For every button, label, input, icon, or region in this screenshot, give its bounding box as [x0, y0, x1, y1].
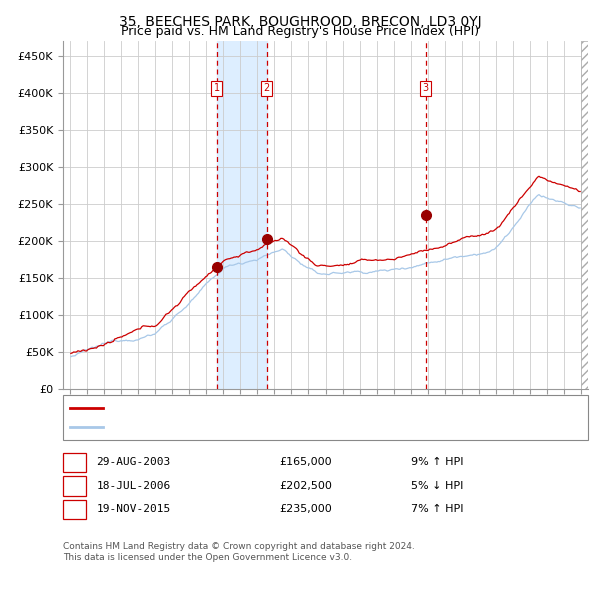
- Bar: [581, 41, 598, 389]
- Text: 5% ↓ HPI: 5% ↓ HPI: [411, 481, 463, 491]
- Text: 9% ↑ HPI: 9% ↑ HPI: [411, 457, 463, 467]
- Text: 3: 3: [422, 83, 428, 93]
- Text: £202,500: £202,500: [279, 481, 332, 491]
- Text: 1: 1: [214, 83, 220, 93]
- Text: 2: 2: [263, 83, 270, 93]
- Text: 7% ↑ HPI: 7% ↑ HPI: [411, 504, 463, 514]
- Bar: [217, 41, 266, 389]
- Text: 35, BEECHES PARK, BOUGHROOD, BRECON, LD3 0YJ: 35, BEECHES PARK, BOUGHROOD, BRECON, LD3…: [119, 15, 481, 29]
- Text: 35, BEECHES PARK, BOUGHROOD, BRECON, LD3 0YJ (detached house): 35, BEECHES PARK, BOUGHROOD, BRECON, LD3…: [110, 403, 477, 412]
- Text: HPI: Average price, detached house, Powys: HPI: Average price, detached house, Powy…: [110, 422, 335, 432]
- Text: 19-NOV-2015: 19-NOV-2015: [97, 504, 171, 514]
- Text: Contains HM Land Registry data © Crown copyright and database right 2024.: Contains HM Land Registry data © Crown c…: [63, 542, 415, 550]
- Text: 3: 3: [71, 504, 78, 514]
- Text: 29-AUG-2003: 29-AUG-2003: [97, 457, 171, 467]
- Text: 18-JUL-2006: 18-JUL-2006: [97, 481, 171, 491]
- Text: 1: 1: [71, 457, 78, 467]
- Text: Price paid vs. HM Land Registry's House Price Index (HPI): Price paid vs. HM Land Registry's House …: [121, 25, 479, 38]
- Text: £235,000: £235,000: [279, 504, 332, 514]
- Text: This data is licensed under the Open Government Licence v3.0.: This data is licensed under the Open Gov…: [63, 553, 352, 562]
- Text: £165,000: £165,000: [279, 457, 332, 467]
- Text: 2: 2: [71, 481, 78, 491]
